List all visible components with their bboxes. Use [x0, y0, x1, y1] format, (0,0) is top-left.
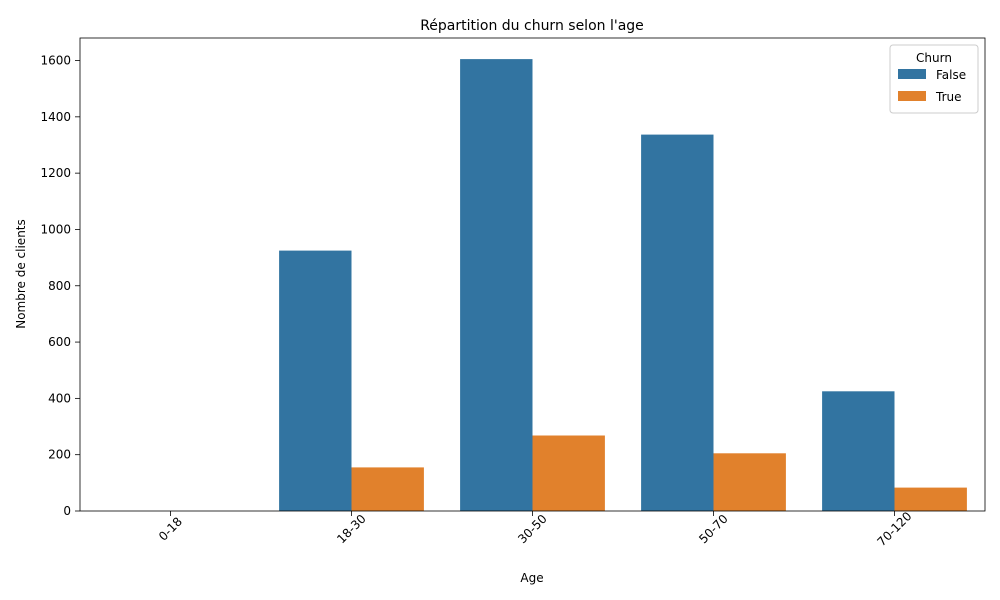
x-axis-title: Age: [520, 571, 543, 585]
y-tick-label: 0: [63, 504, 71, 518]
y-tick-label: 1400: [40, 110, 71, 124]
bar-true-70-120: [894, 487, 967, 511]
chart-title: Répartition du churn selon l'age: [420, 18, 644, 34]
bar-false-18-30: [279, 250, 352, 511]
legend-title: Churn: [916, 51, 952, 65]
bar-false-70-120: [822, 391, 895, 511]
x-tick-label: 18-30: [334, 512, 369, 547]
bar-false-50-70: [641, 134, 714, 511]
x-tick-label: 50-70: [696, 512, 731, 547]
legend-label-true: True: [935, 90, 962, 104]
bar-false-30-50: [460, 59, 533, 511]
legend-label-false: False: [936, 68, 966, 82]
y-tick-label: 600: [48, 335, 71, 349]
y-tick-label: 1200: [40, 166, 71, 180]
legend-swatch-true: [898, 91, 926, 101]
x-tick-label: 30-50: [515, 512, 550, 547]
bar-true-18-30: [351, 467, 424, 511]
y-tick-label: 1600: [40, 54, 71, 68]
y-axis-title: Nombre de clients: [14, 219, 28, 329]
y-tick-label: 200: [48, 448, 71, 462]
y-tick-label: 800: [48, 279, 71, 293]
bar-true-50-70: [713, 453, 786, 511]
y-tick-label: 400: [48, 391, 71, 405]
legend: Churn False True: [889, 44, 979, 114]
y-tick-label: 1000: [40, 222, 71, 236]
bar-true-30-50: [532, 435, 605, 511]
legend-swatch-false: [898, 69, 926, 79]
bars-group: [279, 59, 967, 511]
x-tick-label: 0-18: [156, 514, 185, 543]
